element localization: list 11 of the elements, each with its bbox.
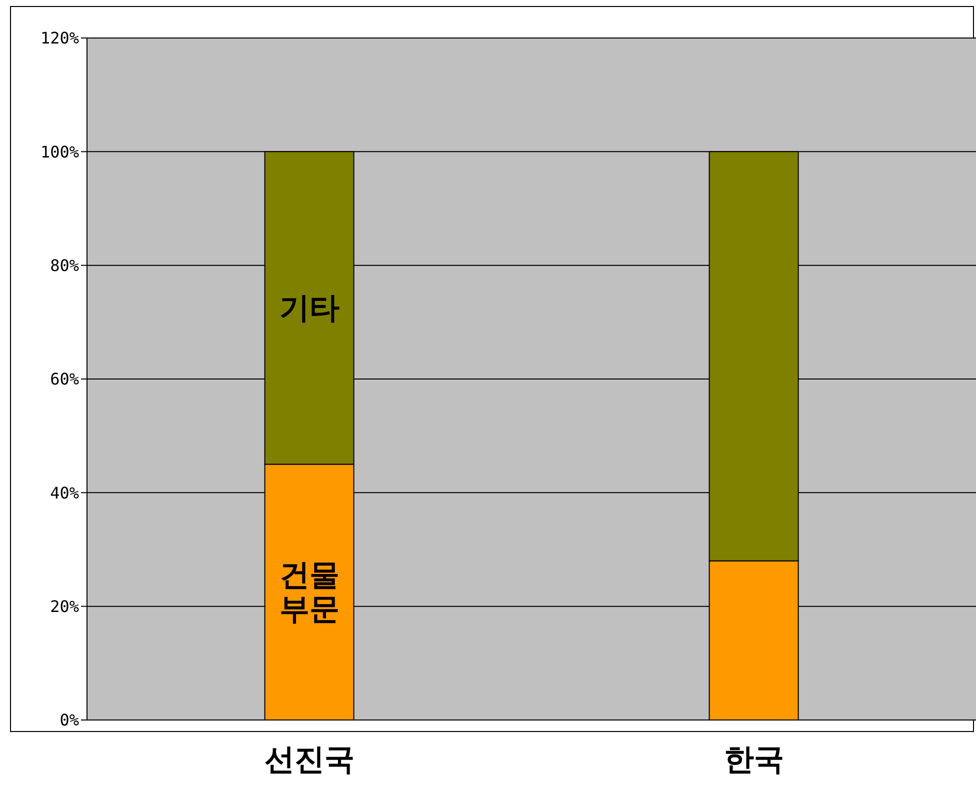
series-label: 기타 [279,290,340,326]
y-tick-label: 40% [50,483,80,502]
series-label: 건물 부문 [279,558,340,627]
x-tick-label: 한국 [724,742,784,778]
y-tick-label: 20% [50,597,80,616]
y-tick-label: 100% [40,142,80,162]
y-tick-label: 80% [50,256,80,276]
y-tick-label: 120% [40,28,80,48]
x-tick-label: 선진국 [264,742,354,778]
y-tick-label: 0% [60,710,80,730]
y-tick-label: 60% [50,370,80,389]
